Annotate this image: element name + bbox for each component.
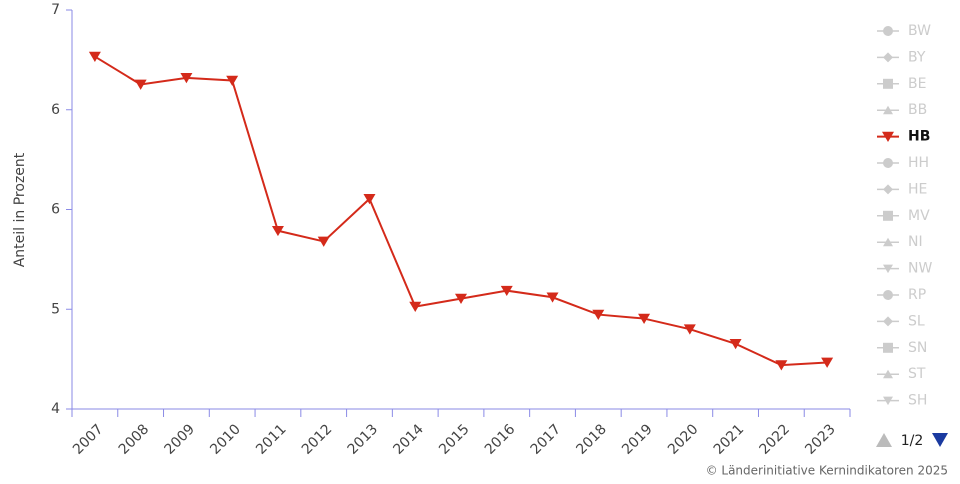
x-tick-label: 2023 (802, 421, 839, 458)
legend-label[interactable]: HH (908, 155, 929, 171)
legend-label[interactable]: BW (908, 23, 931, 39)
y-axis-label: Anteil in Prozent (12, 152, 28, 267)
legend-marker (883, 26, 893, 36)
legend-marker (883, 342, 893, 353)
x-tick-label: 2015 (436, 421, 473, 458)
data-point (271, 225, 284, 237)
data-point (317, 236, 330, 247)
x-tick-label: 2020 (665, 421, 702, 458)
legend-label[interactable]: SL (908, 313, 925, 329)
legend-marker (883, 184, 893, 195)
legend-marker (883, 396, 893, 406)
x-tick-label: 2010 (207, 421, 244, 458)
x-tick-label: 2016 (482, 421, 519, 458)
legend-marker (883, 237, 893, 247)
data-point (500, 285, 513, 297)
legend-label[interactable]: BY (908, 49, 926, 65)
legend-label[interactable]: BB (908, 102, 927, 118)
data-point (775, 360, 788, 371)
data-point (455, 293, 467, 305)
legend-marker (883, 369, 893, 379)
data-point (180, 73, 193, 84)
legend-label[interactable]: HE (908, 181, 927, 197)
x-tick-label: 2017 (528, 421, 565, 458)
legend-marker (883, 78, 893, 89)
legend-label[interactable]: HB (908, 129, 930, 145)
x-tick-label: 2019 (619, 421, 656, 458)
legend-marker (883, 210, 893, 221)
data-point (821, 357, 834, 368)
y-tick-label: 4 (51, 401, 60, 417)
legend-label[interactable]: NW (908, 261, 932, 277)
x-tick-label: 2018 (573, 421, 610, 458)
legend-label[interactable]: MV (908, 208, 930, 224)
data-point (546, 292, 559, 303)
series-line (94, 55, 828, 367)
data-point (134, 79, 147, 90)
legend-marker (882, 131, 894, 142)
legend-label[interactable]: ST (908, 366, 926, 382)
data-point (409, 301, 422, 312)
x-tick-label: 2013 (345, 421, 382, 458)
page-indicator: 1/2 (901, 433, 924, 449)
data-point (226, 75, 239, 86)
page-down[interactable] (932, 433, 948, 447)
credit: © Länderinitiative Kernindikatoren 2025 (706, 464, 948, 478)
legend-label[interactable]: RP (908, 287, 926, 303)
y-tick-label: 6 (51, 102, 60, 118)
data-point (729, 339, 742, 350)
data-point (88, 51, 101, 62)
x-tick-label: 2021 (711, 421, 748, 458)
y-tick-label: 5 (51, 301, 60, 317)
legend-label[interactable]: NI (908, 234, 923, 250)
data-point (638, 313, 651, 324)
data-point (592, 309, 605, 320)
x-tick-label: 2022 (756, 421, 793, 458)
x-tick-label: 2007 (70, 421, 107, 458)
legend-label[interactable]: SN (908, 340, 927, 356)
x-tick-label: 2008 (116, 421, 153, 458)
legend-marker (883, 52, 893, 63)
legend-label[interactable]: SH (908, 393, 927, 409)
y-tick-label: 6 (51, 202, 60, 218)
data-point (363, 194, 376, 205)
legend-marker (883, 105, 893, 115)
x-tick-label: 2009 (162, 421, 199, 458)
legend-label[interactable]: BE (908, 76, 926, 92)
x-tick-label: 2011 (253, 421, 290, 458)
legend-marker (883, 264, 893, 274)
x-tick-label: 2014 (390, 421, 427, 458)
page-up[interactable] (876, 433, 892, 447)
y-tick-label: 7 (51, 2, 60, 18)
legend-marker (883, 290, 893, 300)
legend-marker (883, 158, 893, 168)
data-point (683, 324, 696, 335)
legend-marker (883, 316, 893, 327)
x-tick-label: 2012 (299, 421, 336, 458)
